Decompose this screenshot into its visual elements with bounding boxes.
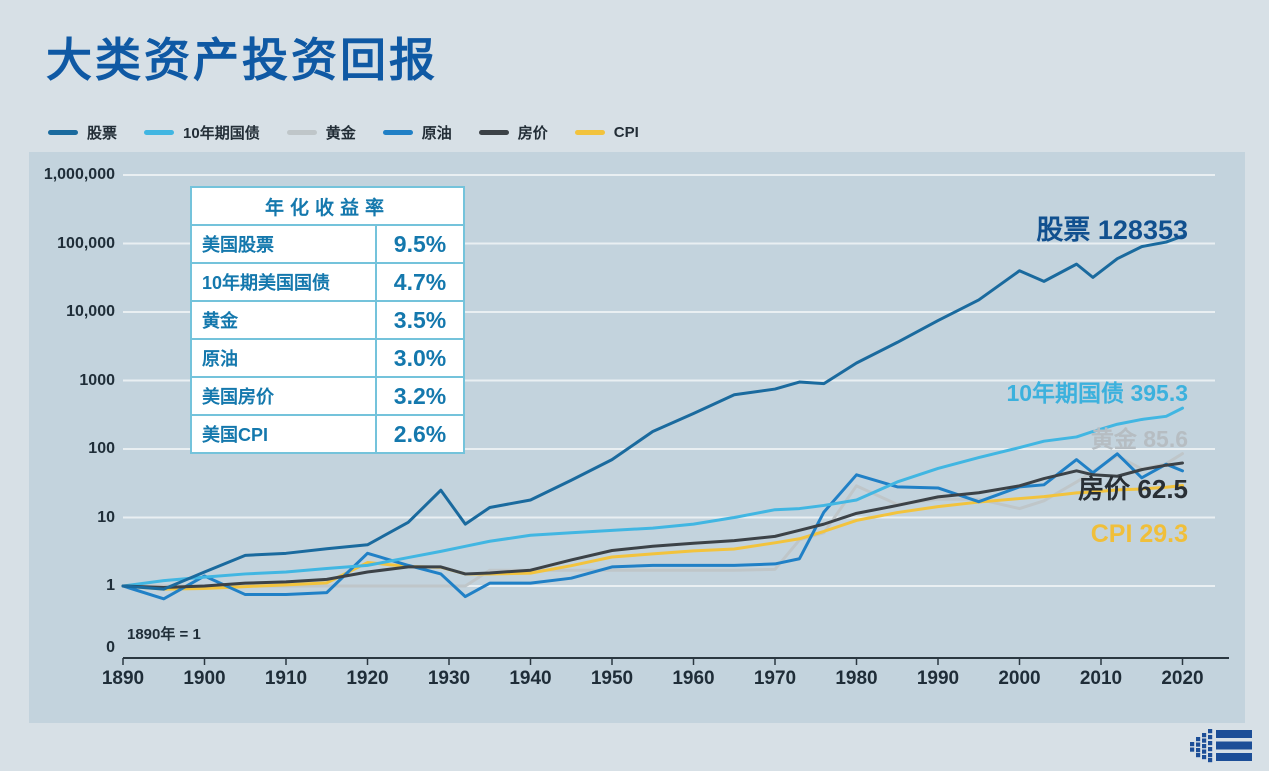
- end-label-gold: 黄金 85.6: [1090, 426, 1188, 452]
- row-label: 黄金: [190, 300, 377, 340]
- returns-table: 年化收益率 美国股票 9.5% 10年期美国国债 4.7% 黄金 3.5% 原油 3.0% 美国…: [190, 186, 465, 454]
- y-axis-label: 10,000: [66, 303, 115, 320]
- legend-swatch-house: [478, 130, 509, 135]
- base-year-note: 1890年 = 1: [127, 626, 201, 643]
- legend-item-house: 房价: [478, 122, 548, 143]
- returns-table-body: 美国股票 9.5% 10年期美国国债 4.7% 黄金 3.5% 原油 3.0% 美国房价 3.2%…: [190, 224, 465, 454]
- end-label-treasury: 10年期国债 395.3: [1006, 380, 1188, 406]
- x-axis-label: 2000: [998, 668, 1041, 689]
- logo-dot: [1196, 737, 1201, 742]
- legend-swatch-oil: [382, 130, 413, 135]
- legend-label-cpi: CPI: [613, 124, 639, 141]
- y-axis-label: 10: [97, 508, 115, 526]
- x-axis-label: 1890: [101, 668, 145, 689]
- logo-dot: [1208, 735, 1213, 740]
- legend-label-house: 房价: [517, 125, 548, 142]
- x-axis-label: 1930: [427, 668, 471, 689]
- logo-dot: [1202, 749, 1207, 754]
- row-label: 美国房价: [190, 376, 377, 416]
- table-row: 美国房价 3.2%: [190, 376, 465, 416]
- row-label: 10年期美国国债: [190, 262, 377, 302]
- line-house: [121, 461, 1184, 590]
- row-value: 4.7%: [375, 262, 465, 302]
- legend-item-treasury: 10年期国债: [144, 122, 260, 143]
- end-label-house: 房价 62.5: [1078, 474, 1188, 504]
- line-treasury: [121, 406, 1184, 588]
- x-axis-label: 1940: [509, 668, 552, 689]
- x-axis-label: 1960: [672, 668, 715, 689]
- chart-panel: 1,000,000 100,000 10,000 1000 100 10 1 0 1890 19…: [29, 152, 1245, 723]
- page-title: 大类资产投资回报: [46, 34, 438, 86]
- legend-label-stocks: 股票: [87, 125, 118, 142]
- table-row: 原油 3.0%: [190, 338, 465, 378]
- logo-dot: [1196, 748, 1201, 753]
- row-label: 美国CPI: [190, 414, 377, 454]
- row-value: 3.2%: [375, 376, 465, 416]
- logo-dot: [1208, 747, 1213, 752]
- logo-dot: [1196, 753, 1201, 758]
- legend-item-gold: 黄金: [286, 122, 356, 143]
- logo-dot: [1202, 744, 1207, 749]
- legend-item-cpi: CPI: [574, 124, 639, 141]
- legend-swatch-gold: [286, 130, 317, 135]
- row-label: 美国股票: [190, 224, 377, 264]
- logo-dot: [1208, 729, 1213, 734]
- row-value: 2.6%: [375, 414, 465, 454]
- x-axis-label: 1980: [835, 668, 878, 689]
- legend-swatch-stocks: [48, 130, 78, 135]
- x-axis-label: 1950: [590, 668, 634, 689]
- table-row: 黄金 3.5%: [190, 300, 465, 340]
- end-label-cpi: CPI 29.3: [1090, 520, 1188, 548]
- end-label-stocks: 股票 128353: [1036, 215, 1188, 245]
- logo-dot: [1190, 747, 1195, 752]
- table-row: 10年期美国国债 4.7%: [190, 262, 465, 302]
- table-row: 美国股票 9.5%: [190, 224, 465, 264]
- logo-dot: [1202, 733, 1207, 738]
- legend: 股票 10年期国债 黄金 原油 房价 CPI: [48, 122, 639, 143]
- legend-label-treasury: 10年期国债: [183, 125, 260, 142]
- logo-dot: [1202, 738, 1207, 743]
- x-axis-label: 2020: [1161, 668, 1204, 689]
- brand-logo: [1188, 727, 1254, 769]
- x-axis-label: 1920: [346, 668, 389, 689]
- returns-table-header: 年化收益率: [190, 186, 465, 226]
- logo-dot: [1208, 758, 1213, 763]
- legend-item-stocks: 股票: [48, 122, 117, 143]
- table-row: 美国CPI 2.6%: [190, 414, 465, 454]
- row-label: 原油: [190, 338, 377, 378]
- logo-dot: [1208, 753, 1213, 758]
- x-axis-label: 1990: [916, 668, 960, 689]
- chart-svg: [121, 174, 1229, 665]
- logo-dot: [1202, 755, 1207, 760]
- x-axis-label: 1900: [183, 668, 226, 689]
- legend-label-oil: 原油: [421, 125, 452, 142]
- logo-dot: [1190, 742, 1195, 747]
- legend-item-oil: 原油: [382, 122, 452, 143]
- row-value: 3.5%: [375, 300, 465, 340]
- y-axis-label: 1,000,000: [43, 166, 115, 183]
- y-axis-label: 100,000: [57, 234, 115, 252]
- x-axis-label: 1910: [264, 668, 308, 689]
- legend-swatch-cpi: [574, 130, 605, 135]
- row-value: 3.0%: [375, 338, 465, 378]
- line-oil: [121, 452, 1184, 601]
- legend-label-gold: 黄金: [325, 125, 356, 142]
- x-axis-label: 1970: [753, 668, 797, 689]
- logo-dot: [1208, 741, 1213, 746]
- brand-logo-icon: [1190, 729, 1252, 763]
- line-stocks: [121, 234, 1184, 591]
- y-axis-label-zero: 0: [106, 639, 115, 656]
- y-axis-label: 1000: [79, 371, 115, 389]
- x-axis-label: 2010: [1079, 668, 1123, 689]
- y-axis-label: 100: [88, 440, 115, 457]
- row-value: 9.5%: [375, 224, 465, 264]
- logo-dot: [1196, 742, 1201, 747]
- legend-swatch-treasury: [144, 130, 175, 135]
- y-axis-label: 1: [106, 577, 115, 594]
